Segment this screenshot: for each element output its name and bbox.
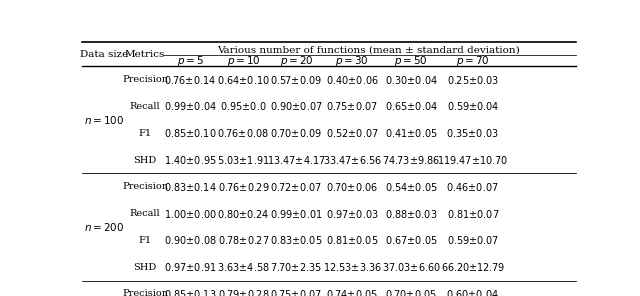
- Text: Various number of functions (mean ± standard deviation): Various number of functions (mean ± stan…: [218, 46, 520, 55]
- Text: $0.75 ± 0.07$: $0.75 ± 0.07$: [326, 100, 378, 112]
- Text: $0.70 ± 0.06$: $0.70 ± 0.06$: [326, 181, 378, 193]
- Text: $0.75 ± 0.07$: $0.75 ± 0.07$: [271, 288, 323, 296]
- Text: $p=10$: $p=10$: [227, 54, 260, 67]
- Text: $0.59 ± 0.07$: $0.59 ± 0.07$: [447, 234, 499, 246]
- Text: $0.85 ± 0.10$: $0.85 ± 0.10$: [164, 127, 217, 139]
- Text: $p=50$: $p=50$: [394, 54, 428, 67]
- Text: $0.83 ± 0.14$: $0.83 ± 0.14$: [164, 181, 217, 193]
- Text: Metrics: Metrics: [125, 50, 165, 59]
- Text: Precision: Precision: [122, 182, 168, 191]
- Text: $0.64 ± 0.10$: $0.64 ± 0.10$: [217, 74, 270, 86]
- Text: $0.72 ± 0.07$: $0.72 ± 0.07$: [271, 181, 323, 193]
- Text: $0.81 ± 0.05$: $0.81 ± 0.05$: [326, 234, 378, 246]
- Text: SHD: SHD: [133, 155, 157, 165]
- Text: $37.03 ± 6.60$: $37.03 ± 6.60$: [382, 261, 441, 273]
- Text: $0.70 ± 0.05$: $0.70 ± 0.05$: [385, 288, 437, 296]
- Text: $0.41 ± 0.05$: $0.41 ± 0.05$: [385, 127, 438, 139]
- Text: $13.47 ± 4.17$: $13.47 ± 4.17$: [267, 154, 326, 166]
- Text: $0.79 ± 0.28$: $0.79 ± 0.28$: [218, 288, 269, 296]
- Text: $0.83 ± 0.05$: $0.83 ± 0.05$: [270, 234, 323, 246]
- Text: $0.97 ± 0.91$: $0.97 ± 0.91$: [164, 261, 217, 273]
- Text: $66.20 ± 12.79$: $66.20 ± 12.79$: [441, 261, 505, 273]
- Text: $0.99 ± 0.01$: $0.99 ± 0.01$: [270, 207, 323, 220]
- Text: $0.76 ± 0.08$: $0.76 ± 0.08$: [218, 127, 269, 139]
- Text: $0.90 ± 0.07$: $0.90 ± 0.07$: [270, 100, 323, 112]
- Text: $0.78 ± 0.27$: $0.78 ± 0.27$: [218, 234, 269, 246]
- Text: $0.35 ± 0.03$: $0.35 ± 0.03$: [447, 127, 499, 139]
- Text: $0.88 ± 0.03$: $0.88 ± 0.03$: [385, 207, 438, 220]
- Text: $0.57 ± 0.09$: $0.57 ± 0.09$: [271, 74, 323, 86]
- Text: $0.90 ± 0.08$: $0.90 ± 0.08$: [164, 234, 217, 246]
- Text: $1.40 ± 0.95$: $1.40 ± 0.95$: [164, 154, 217, 166]
- Text: $0.76 ± 0.29$: $0.76 ± 0.29$: [218, 181, 269, 193]
- Text: $74.73 ± 9.86$: $74.73 ± 9.86$: [382, 154, 440, 166]
- Text: $p=30$: $p=30$: [335, 54, 369, 67]
- Text: Precision: Precision: [122, 75, 168, 84]
- Text: $0.67 ± 0.05$: $0.67 ± 0.05$: [385, 234, 438, 246]
- Text: F1: F1: [138, 236, 152, 245]
- Text: $p=20$: $p=20$: [280, 54, 314, 67]
- Text: $7.70 ± 2.35$: $7.70 ± 2.35$: [271, 261, 323, 273]
- Text: $n=200$: $n=200$: [84, 221, 125, 233]
- Text: $p=70$: $p=70$: [456, 54, 490, 67]
- Text: $5.03 ± 1.91$: $5.03 ± 1.91$: [217, 154, 269, 166]
- Text: $0.76 ± 0.14$: $0.76 ± 0.14$: [164, 74, 216, 86]
- Text: $0.81 ± 0.07$: $0.81 ± 0.07$: [447, 207, 499, 220]
- Text: $p=5$: $p=5$: [177, 54, 204, 67]
- Text: $119.47 ± 10.70$: $119.47 ± 10.70$: [438, 154, 508, 166]
- Text: $0.46 ± 0.07$: $0.46 ± 0.07$: [447, 181, 499, 193]
- Text: $0.70 ± 0.09$: $0.70 ± 0.09$: [271, 127, 323, 139]
- Text: $12.53 ± 3.36$: $12.53 ± 3.36$: [323, 261, 381, 273]
- Text: $0.85 ± 0.13$: $0.85 ± 0.13$: [164, 288, 216, 296]
- Text: Data size: Data size: [80, 50, 129, 59]
- Text: $0.95 ± 0.0$: $0.95 ± 0.0$: [220, 100, 267, 112]
- Text: SHD: SHD: [133, 263, 157, 272]
- Text: $0.60 ± 0.04$: $0.60 ± 0.04$: [446, 288, 499, 296]
- Text: Precision: Precision: [122, 289, 168, 296]
- Text: $n=100$: $n=100$: [84, 114, 125, 126]
- Text: $0.74 ± 0.05$: $0.74 ± 0.05$: [326, 288, 378, 296]
- Text: $33.47 ± 6.56$: $33.47 ± 6.56$: [323, 154, 381, 166]
- Text: $1.00 ± 0.00$: $1.00 ± 0.00$: [164, 207, 217, 220]
- Text: Recall: Recall: [130, 102, 160, 111]
- Text: $0.30 ± 0.04$: $0.30 ± 0.04$: [385, 74, 438, 86]
- Text: $0.40 ± 0.06$: $0.40 ± 0.06$: [326, 74, 378, 86]
- Text: $0.54 ± 0.05$: $0.54 ± 0.05$: [385, 181, 438, 193]
- Text: $0.59 ± 0.04$: $0.59 ± 0.04$: [447, 100, 499, 112]
- Text: $0.25 ± 0.03$: $0.25 ± 0.03$: [447, 74, 499, 86]
- Text: $0.80 ± 0.24$: $0.80 ± 0.24$: [218, 207, 269, 220]
- Text: $0.99 ± 0.04$: $0.99 ± 0.04$: [164, 100, 217, 112]
- Text: $0.65 ± 0.04$: $0.65 ± 0.04$: [385, 100, 438, 112]
- Text: $0.52 ± 0.07$: $0.52 ± 0.07$: [326, 127, 378, 139]
- Text: $3.63 ± 4.58$: $3.63 ± 4.58$: [217, 261, 270, 273]
- Text: F1: F1: [138, 129, 152, 138]
- Text: $0.97 ± 0.03$: $0.97 ± 0.03$: [326, 207, 378, 220]
- Text: Recall: Recall: [130, 209, 160, 218]
